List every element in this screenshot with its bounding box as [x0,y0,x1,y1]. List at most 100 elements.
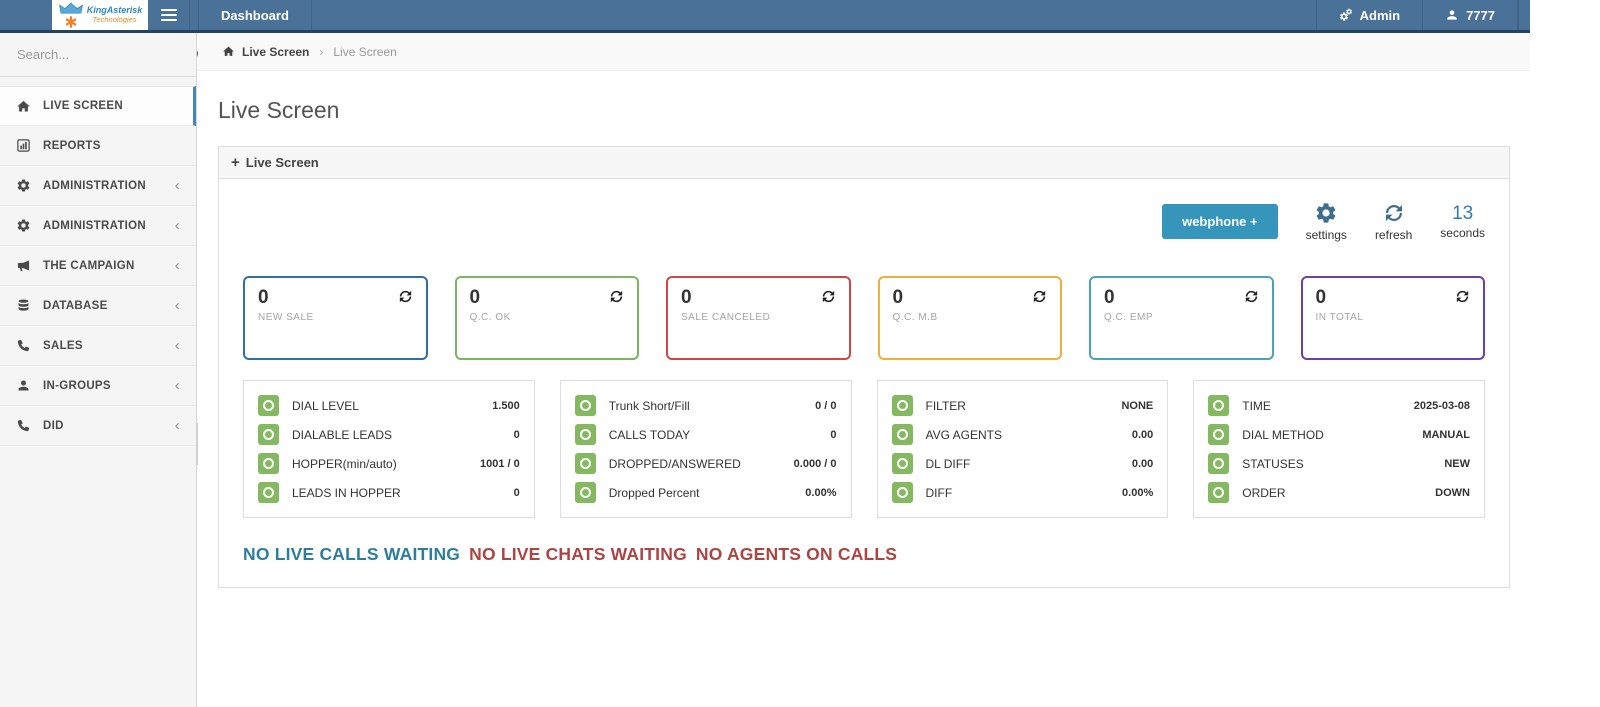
navbar-right: Admin 7777 [1315,0,1530,30]
info-value: DOWN [1435,486,1470,499]
breadcrumb-section[interactable]: Live Screen [242,44,310,59]
circle-badge-icon [1208,424,1230,445]
sidebar-toggle-button[interactable] [148,0,190,30]
info-label: STATUSES [1242,456,1304,471]
navbar-left: KingAsterisk Technologies Dashboard [0,0,312,30]
info-label: FILTER [925,398,966,413]
sidebar-item-administration-1[interactable]: ADMINISTRATION ‹ [0,166,196,206]
search-input[interactable] [15,46,195,63]
refresh-label: refresh [1374,228,1413,242]
info-value: 1.500 [492,399,520,412]
refresh-icon[interactable] [608,288,625,305]
info-row: DROPPED/ANSWERED 0.000 / 0 [574,449,837,478]
stat-label: Q.C. EMP [1104,311,1154,323]
sidebar-item-administration-2[interactable]: ADMINISTRATION ‹ [0,206,196,246]
sidebar-item-label: REPORTS [43,139,101,152]
info-row: DIFF 0.00% [891,478,1154,507]
breadcrumb: Live Screen › Live Screen [198,33,1530,71]
refresh-icon[interactable] [820,288,837,305]
live-screen-panel: + Live Screen webphone + settings refres… [218,146,1510,588]
nav-user[interactable]: 7777 [1422,0,1518,30]
sidebar-item-live-screen[interactable]: LIVE SCREEN [0,86,196,126]
sidebar: LIVE SCREEN REPORTS ADMINISTRATION ‹ ADM… [0,33,197,707]
sidebar-item-sales[interactable]: SALES ‹ [0,326,196,366]
info-label: CALLS TODAY [608,427,691,442]
info-label: DROPPED/ANSWERED [608,456,741,471]
stat-value: 0 [681,287,692,308]
chevron-left-icon: ‹ [174,417,180,434]
info-label: ORDER [1242,485,1286,500]
stat-value: 0 [1104,287,1115,308]
refresh-control[interactable]: refresh [1375,201,1412,242]
status-messages: NO LIVE CALLS WAITING NO LIVE CHATS WAIT… [243,544,1485,565]
info-value: MANUAL [1422,428,1470,441]
phone-icon [16,338,31,353]
megaphone-icon [16,258,31,273]
brand-logo[interactable]: KingAsterisk Technologies [52,0,148,30]
info-label: DIAL LEVEL [292,398,359,413]
info-value: 0 [513,428,520,441]
stat-label: Q.C. OK [469,311,511,323]
info-row: LEADS IN HOPPER 0 [258,478,520,507]
info-row: DIAL METHOD MANUAL [1208,420,1470,449]
info-value: 0.00% [1122,486,1154,499]
panel-body: webphone + settings refresh 13 seconds [219,179,1509,587]
info-value: NONE [1121,399,1154,412]
database-icon [16,298,31,313]
sidebar-item-in-groups[interactable]: IN-GROUPS ‹ [0,366,196,406]
refresh-icon[interactable] [1243,288,1260,305]
countdown-value: 13 [1452,203,1474,224]
webphone-button[interactable]: webphone + [1162,204,1278,239]
settings-label: settings [1305,228,1347,242]
settings-control[interactable]: settings [1306,201,1347,242]
top-navbar: KingAsterisk Technologies Dashboard Admi… [0,0,1530,33]
sidebar-item-reports[interactable]: REPORTS [0,126,196,166]
app-window: KingAsterisk Technologies Dashboard Admi… [0,0,1530,707]
info-label: TIME [1242,398,1271,413]
stat-box-qc-ok: 0 Q.C. OK [454,276,639,360]
chevron-left-icon: ‹ [174,297,180,314]
sidebar-item-label: DATABASE [43,299,108,312]
stat-value: 0 [469,287,481,308]
panel-header[interactable]: + Live Screen [219,147,1509,179]
circle-badge-icon [574,424,596,445]
refresh-icon[interactable] [1031,288,1048,305]
info-card-calls: Trunk Short/Fill 0 / 0 CALLS TODAY 0 DRO… [559,380,852,518]
user-icon [1445,8,1459,22]
navbar-spacer [1518,0,1530,30]
info-label: HOPPER(min/auto) [292,456,397,471]
refresh-icon[interactable] [397,288,414,305]
info-label: Dropped Percent [608,485,700,500]
gear-icon [16,218,31,233]
refresh-icon [1382,201,1406,225]
asterisk-icon [65,16,77,28]
sidebar-item-the-campaign[interactable]: THE CAMPAIGN ‹ [0,246,196,286]
sidebar-search [0,33,196,77]
circle-badge-icon [258,424,279,445]
refresh-icon[interactable] [1454,288,1471,305]
circle-badge-icon [258,453,279,474]
sidebar-menu: LIVE SCREEN REPORTS ADMINISTRATION ‹ ADM… [0,86,196,446]
nav-user-label: 7777 [1466,7,1495,23]
hamburger-icon [160,9,177,11]
gears-icon [1339,8,1353,22]
stat-box-qc-mb: 0 Q.C. M.B [877,276,1062,360]
sidebar-item-did[interactable]: DID ‹ [0,406,196,446]
brand-name: KingAsterisk [86,4,143,15]
stat-value: 0 [258,287,269,308]
circle-badge-icon [1208,395,1230,416]
bar-chart-icon [16,138,31,153]
chevron-left-icon: ‹ [174,337,180,354]
nav-admin[interactable]: Admin [1315,0,1424,30]
info-value: 0.00% [805,486,837,499]
circle-badge-icon [891,395,913,416]
info-card-settings: TIME 2025-03-08 DIAL METHOD MANUAL STATU… [1193,380,1485,518]
sidebar-item-database[interactable]: DATABASE ‹ [0,286,196,326]
info-row: DIALABLE LEADS 0 [258,420,520,449]
gear-icon [1314,201,1338,225]
nav-dashboard[interactable]: Dashboard [198,0,312,30]
info-value: 0 [830,428,837,441]
info-label: DIAL METHOD [1242,427,1324,442]
info-row: FILTER NONE [891,391,1154,420]
info-label: DL DIFF [925,456,971,471]
